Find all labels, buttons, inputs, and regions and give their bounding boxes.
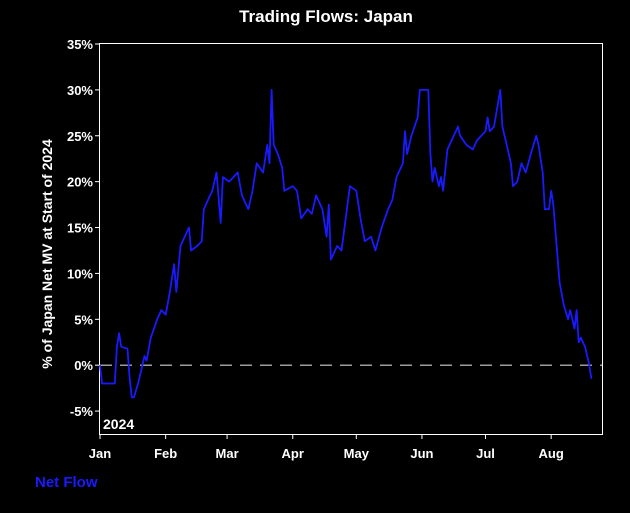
y-tick-label: 35% bbox=[67, 37, 93, 52]
x-tick-label: Feb bbox=[154, 446, 177, 461]
x-tick-label: Jul bbox=[476, 446, 495, 461]
y-tick-label: 5% bbox=[74, 312, 93, 327]
y-tick-label: 0% bbox=[74, 358, 93, 373]
x-tick-label: Aug bbox=[539, 446, 564, 461]
x-tick-label: Mar bbox=[216, 446, 239, 461]
year-label: 2024 bbox=[103, 416, 134, 432]
x-axis: Jan Feb Mar Apr May Jun Jul Aug bbox=[89, 434, 564, 461]
y-axis-label: % of Japan Net MV at Start of 2024 bbox=[39, 139, 55, 369]
x-tick-label: May bbox=[344, 446, 370, 461]
y-tick-label: -5% bbox=[70, 404, 94, 419]
y-tick-label: 30% bbox=[67, 83, 93, 98]
y-tick-label: 25% bbox=[67, 129, 93, 144]
series-line-net-flow bbox=[99, 89, 593, 399]
chart-title: Trading Flows: Japan bbox=[239, 7, 413, 26]
x-tick-label: Jun bbox=[410, 446, 433, 461]
y-tick-label: 20% bbox=[67, 175, 93, 190]
y-axis: -5% 0% 5% 10% 15% 20% 25% 30% 35% bbox=[67, 37, 100, 419]
y-tick-label: 15% bbox=[67, 221, 93, 236]
plot-frame bbox=[99, 43, 603, 435]
x-tick-label: Apr bbox=[282, 446, 304, 461]
y-tick-label: 10% bbox=[67, 266, 93, 281]
x-tick-label: Jan bbox=[89, 446, 111, 461]
legend-entry-net-flow: Net Flow bbox=[35, 474, 98, 491]
